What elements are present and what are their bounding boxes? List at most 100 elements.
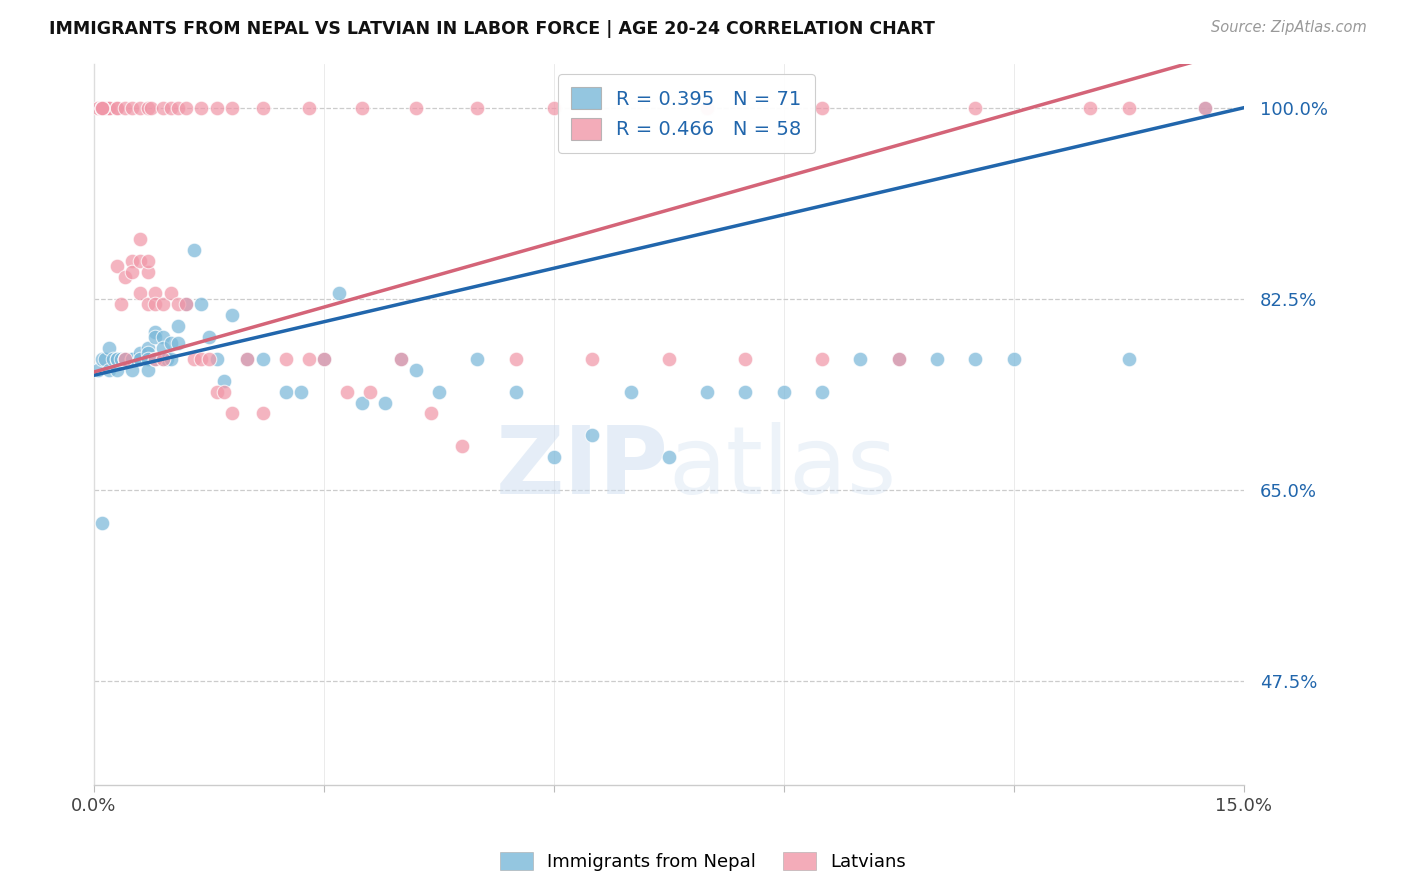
- Point: [297, 351, 319, 366]
- Point: [136, 341, 159, 355]
- Point: [121, 351, 143, 366]
- Point: [159, 101, 181, 115]
- Point: [167, 297, 190, 311]
- Point: [136, 346, 159, 360]
- Point: [174, 297, 197, 311]
- Point: [887, 351, 910, 366]
- Point: [152, 101, 174, 115]
- Point: [121, 351, 143, 366]
- Point: [183, 243, 205, 257]
- Point: [90, 101, 112, 115]
- Point: [274, 384, 297, 399]
- Point: [129, 286, 152, 301]
- Point: [1118, 351, 1140, 366]
- Point: [811, 384, 834, 399]
- Point: [114, 270, 136, 285]
- Point: [1002, 351, 1025, 366]
- Point: [811, 101, 834, 115]
- Point: [121, 101, 143, 115]
- Point: [129, 101, 152, 115]
- Point: [174, 101, 197, 115]
- Point: [152, 330, 174, 344]
- Point: [205, 101, 228, 115]
- Point: [143, 351, 166, 366]
- Point: [105, 101, 128, 115]
- Point: [105, 351, 128, 366]
- Point: [352, 395, 374, 409]
- Text: Source: ZipAtlas.com: Source: ZipAtlas.com: [1211, 20, 1367, 35]
- Point: [427, 384, 450, 399]
- Point: [505, 351, 527, 366]
- Point: [205, 384, 228, 399]
- Point: [465, 101, 488, 115]
- Point: [136, 363, 159, 377]
- Point: [405, 363, 427, 377]
- Point: [121, 363, 143, 377]
- Point: [167, 101, 190, 115]
- Point: [152, 341, 174, 355]
- Point: [143, 351, 166, 366]
- Point: [658, 450, 681, 465]
- Point: [190, 297, 212, 311]
- Point: [1040, 832, 1063, 847]
- Point: [252, 351, 274, 366]
- Point: [90, 101, 112, 115]
- Point: [336, 384, 359, 399]
- Point: [143, 325, 166, 339]
- Point: [420, 407, 443, 421]
- Point: [658, 351, 681, 366]
- Point: [90, 351, 112, 366]
- Point: [90, 101, 112, 115]
- Point: [159, 286, 181, 301]
- Point: [98, 363, 121, 377]
- Text: IMMIGRANTS FROM NEPAL VS LATVIAN IN LABOR FORCE | AGE 20-24 CORRELATION CHART: IMMIGRANTS FROM NEPAL VS LATVIAN IN LABO…: [49, 20, 935, 37]
- Point: [143, 297, 166, 311]
- Point: [389, 351, 412, 366]
- Point: [198, 330, 221, 344]
- Point: [581, 428, 603, 442]
- Point: [221, 407, 243, 421]
- Point: [205, 351, 228, 366]
- Point: [94, 351, 117, 366]
- Point: [114, 351, 136, 366]
- Point: [110, 351, 132, 366]
- Point: [965, 799, 987, 814]
- Point: [619, 384, 641, 399]
- Point: [167, 319, 190, 334]
- Point: [129, 351, 152, 366]
- Point: [374, 395, 396, 409]
- Point: [152, 297, 174, 311]
- Text: atlas: atlas: [669, 422, 897, 514]
- Point: [129, 232, 152, 246]
- Point: [114, 101, 136, 115]
- Legend: Immigrants from Nepal, Latvians: Immigrants from Nepal, Latvians: [494, 846, 912, 879]
- Point: [98, 341, 121, 355]
- Point: [152, 351, 174, 366]
- Point: [98, 101, 121, 115]
- Point: [94, 101, 117, 115]
- Point: [90, 101, 112, 115]
- Point: [174, 297, 197, 311]
- Point: [221, 308, 243, 322]
- Point: [236, 351, 259, 366]
- Point: [312, 351, 335, 366]
- Point: [221, 101, 243, 115]
- Point: [297, 101, 319, 115]
- Point: [465, 351, 488, 366]
- Point: [143, 330, 166, 344]
- Point: [734, 384, 756, 399]
- Point: [236, 351, 259, 366]
- Point: [927, 351, 949, 366]
- Point: [389, 351, 412, 366]
- Point: [212, 384, 235, 399]
- Legend: R = 0.395   N = 71, R = 0.466   N = 58: R = 0.395 N = 71, R = 0.466 N = 58: [558, 74, 815, 153]
- Point: [849, 351, 872, 366]
- Point: [101, 351, 124, 366]
- Point: [121, 264, 143, 278]
- Point: [451, 439, 474, 453]
- Point: [114, 351, 136, 366]
- Point: [143, 286, 166, 301]
- Point: [1080, 101, 1102, 115]
- Point: [252, 407, 274, 421]
- Text: ZIP: ZIP: [496, 422, 669, 514]
